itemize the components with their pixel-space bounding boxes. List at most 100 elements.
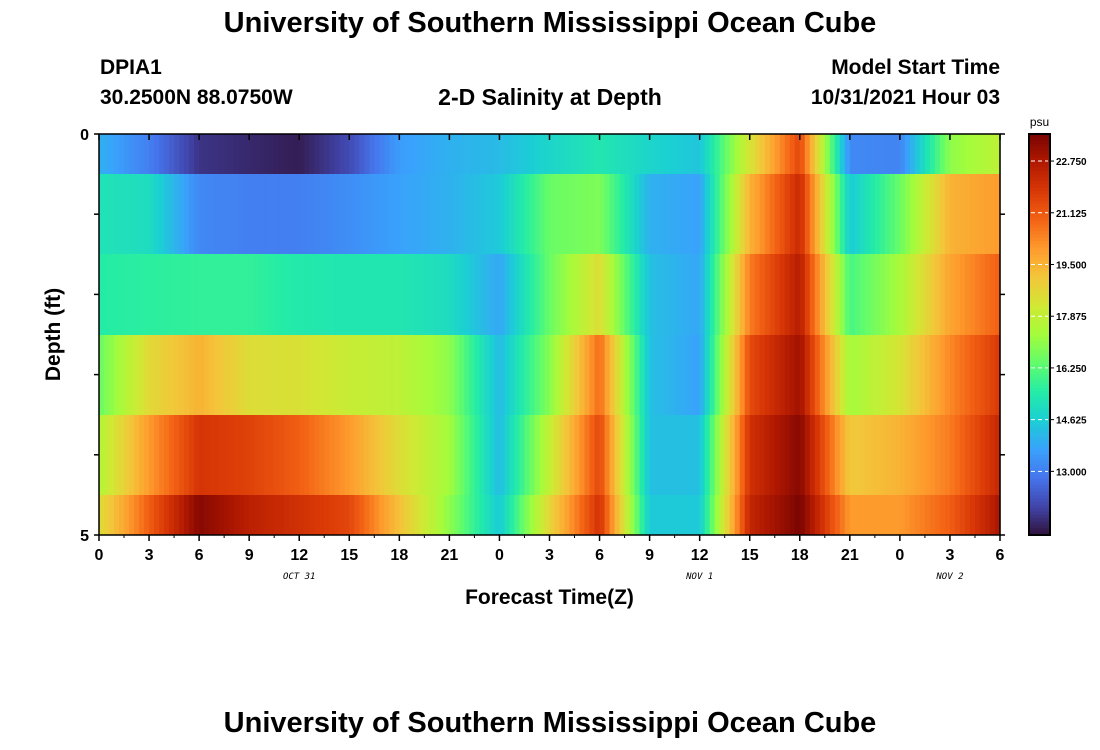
heatmap-cell — [164, 495, 170, 535]
heatmap-cell — [619, 254, 626, 335]
heatmap-cell — [659, 134, 666, 174]
colorbar-segment — [1029, 291, 1050, 295]
heatmap-cell — [834, 335, 841, 415]
heatmap-cell — [344, 335, 350, 415]
heatmap-cell — [519, 174, 526, 254]
heatmap-cell — [454, 335, 460, 415]
heatmap-cell — [869, 495, 876, 535]
heatmap-cell — [604, 415, 611, 495]
heatmap-cell — [354, 134, 360, 174]
heatmap-cell — [974, 174, 981, 254]
colorbar-segment — [1029, 481, 1050, 486]
heatmap-cell — [764, 495, 771, 535]
heatmap-cell — [779, 335, 786, 415]
heatmap-cell — [819, 134, 826, 174]
heatmap-cell — [194, 415, 200, 495]
heatmap-cell — [169, 134, 175, 174]
heatmap-cell — [229, 415, 235, 495]
heatmap-cell — [499, 174, 506, 254]
heatmap-cell — [214, 495, 220, 535]
heatmap-cell — [904, 174, 911, 254]
heatmap-cell — [494, 174, 501, 254]
heatmap-cell — [149, 174, 155, 254]
heatmap-cell — [599, 134, 606, 174]
y-tick-label: 0 — [80, 127, 89, 144]
heatmap-cell — [159, 134, 165, 174]
heatmap-cell — [884, 335, 891, 415]
heatmap-cell — [869, 134, 876, 174]
heatmap-cell — [634, 495, 641, 535]
heatmap-cell — [594, 254, 601, 335]
colorbar-segment — [1029, 197, 1050, 202]
heatmap-cell — [939, 134, 946, 174]
heatmap-cell — [224, 254, 230, 335]
heatmap-cell — [814, 415, 821, 495]
heatmap-cell — [924, 254, 931, 335]
heatmap-cell — [419, 174, 425, 254]
heatmap-cell — [529, 335, 536, 415]
heatmap-cell — [219, 495, 225, 535]
heatmap-cell — [344, 495, 350, 535]
heatmap-cell — [209, 254, 215, 335]
heatmap-cell — [359, 415, 365, 495]
heatmap-cell — [134, 174, 140, 254]
heatmap-cell — [194, 495, 200, 535]
heatmap-cell — [769, 134, 776, 174]
heatmap-cell — [909, 495, 916, 535]
colorbar-segment — [1029, 304, 1050, 309]
heatmap-cell — [284, 335, 290, 415]
heatmap-cell — [904, 134, 911, 174]
heatmap-cell — [799, 174, 806, 254]
heatmap-cell — [159, 495, 165, 535]
x-tick-label: 12 — [290, 547, 308, 564]
colorbar-unit-label: psu — [1030, 115, 1049, 129]
heatmap-cell — [294, 254, 300, 335]
heatmap-cell — [489, 174, 496, 254]
heatmap-cell — [349, 174, 355, 254]
colorbar-segment — [1029, 170, 1050, 175]
heatmap-cell — [774, 174, 781, 254]
heatmap-cell — [159, 415, 165, 495]
heatmap-cell — [599, 415, 606, 495]
heatmap-cell — [679, 495, 686, 535]
heatmap-cell — [349, 335, 355, 415]
heatmap-cell — [509, 134, 516, 174]
heatmap-cell — [504, 174, 511, 254]
heatmap-cell — [169, 335, 175, 415]
heatmap-cell — [989, 335, 996, 415]
colorbar-segment — [1029, 160, 1050, 165]
colorbar-segment — [1029, 501, 1050, 506]
heatmap-cell — [789, 134, 796, 174]
heatmap-cell — [909, 174, 916, 254]
heatmap-cell — [624, 254, 631, 335]
heatmap-cell — [524, 495, 531, 535]
heatmap-cell — [369, 254, 375, 335]
heatmap-cell — [914, 254, 921, 335]
heatmap-cell — [474, 335, 481, 415]
heatmap-cell — [379, 335, 385, 415]
heatmap-cell — [214, 415, 220, 495]
heatmap-cell — [589, 174, 596, 254]
heatmap-cell — [514, 335, 521, 415]
heatmap-cell — [204, 495, 210, 535]
heatmap-cell — [764, 335, 771, 415]
heatmap-cell — [984, 134, 991, 174]
heatmap-cell — [514, 495, 521, 535]
heatmap-cell — [574, 415, 581, 495]
colorbar-segment — [1029, 434, 1050, 439]
heatmap-cell — [674, 415, 681, 495]
heatmap-cell — [744, 254, 751, 335]
heatmap-cell — [964, 254, 971, 335]
heatmap-cell — [889, 415, 896, 495]
heatmap-cell — [874, 335, 881, 415]
heatmap-cell — [249, 254, 255, 335]
heatmap-cell — [729, 254, 736, 335]
heatmap-cell — [824, 254, 831, 335]
heatmap-cell — [274, 415, 280, 495]
heatmap-cell — [159, 174, 165, 254]
heatmap-cell — [804, 495, 811, 535]
heatmap-cell — [409, 415, 415, 495]
heatmap-cell — [694, 254, 701, 335]
colorbar-segment — [1029, 504, 1050, 509]
heatmap-cell — [959, 415, 966, 495]
